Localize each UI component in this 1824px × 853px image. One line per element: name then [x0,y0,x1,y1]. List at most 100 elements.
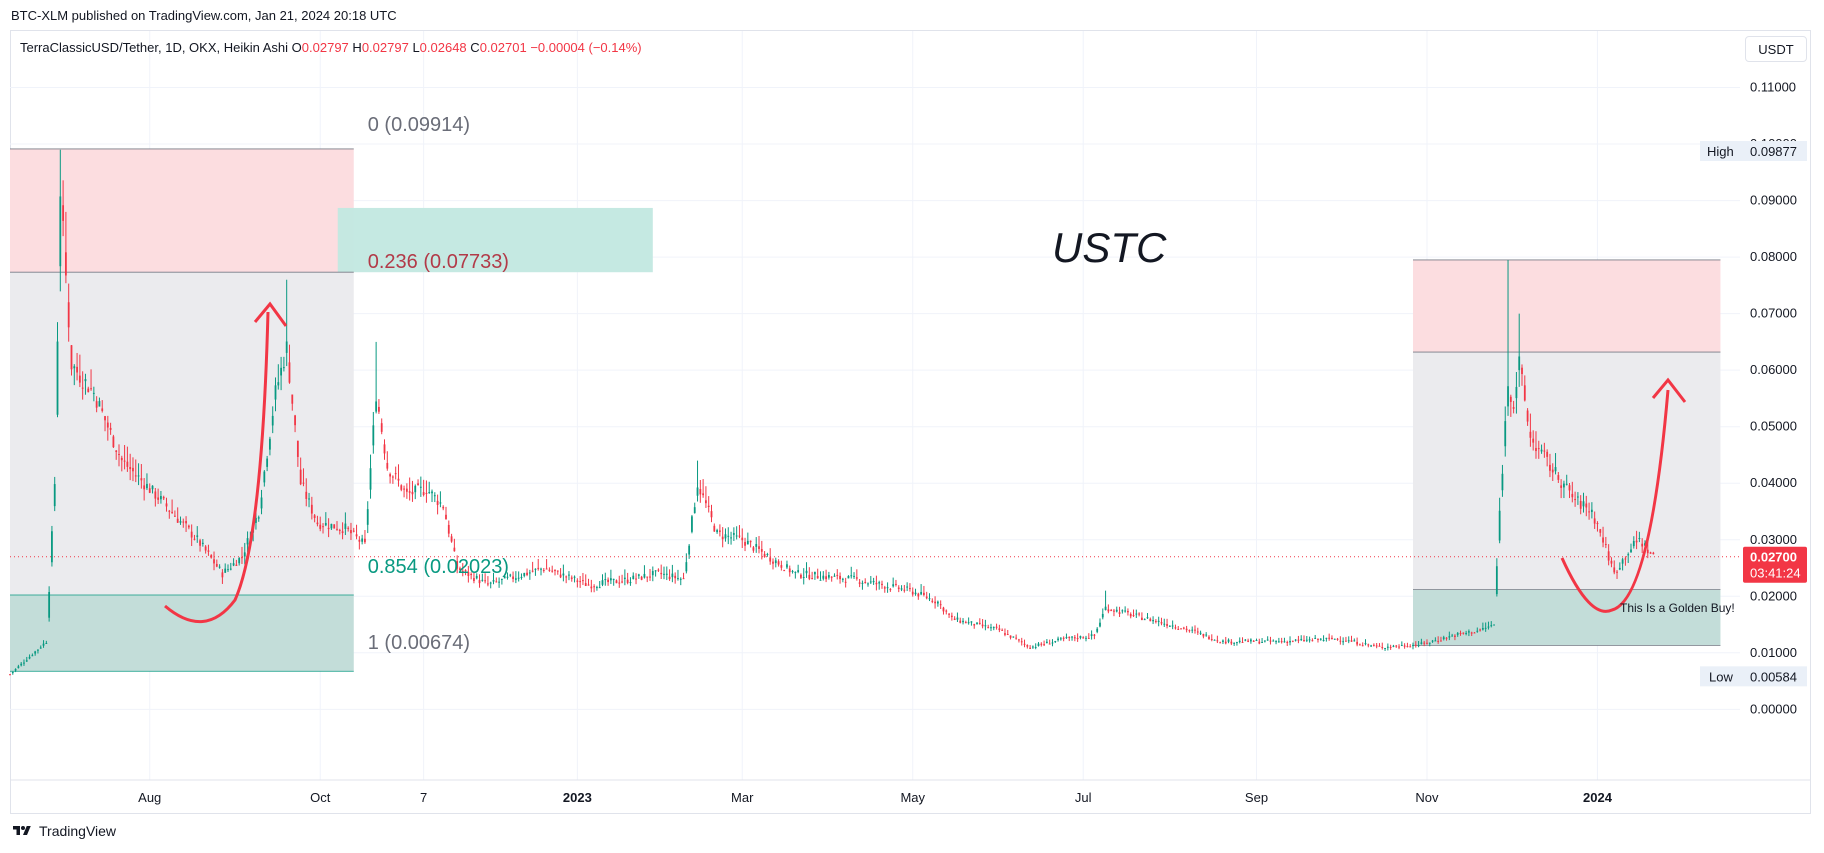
candle-body [786,564,788,568]
candle-body [34,651,37,654]
candle-body [895,583,897,585]
candle-body [1127,610,1129,613]
candle-body [1004,633,1006,635]
candle-body [1230,641,1233,644]
high-tag-label: High [1707,144,1734,159]
candle-body [1392,645,1395,647]
candle-body [1261,641,1263,643]
candle-body [1384,647,1386,649]
candle-body [1149,618,1152,622]
candle-body [473,578,475,582]
x-tick-label: May [900,790,925,805]
candle-body [878,582,881,584]
candle-body [1454,635,1456,637]
candle-body [1347,640,1350,642]
candle-body [1048,643,1051,645]
candle-body [1297,639,1300,641]
candle-body [1560,485,1563,488]
candle-body [1646,549,1649,554]
candle-body [967,622,970,624]
candle-body [1263,640,1266,642]
candle-body [836,574,839,576]
footer-brand[interactable]: TradingView [11,823,116,839]
candle-body [1322,640,1325,642]
candle-body [193,538,196,540]
y-tick-label: 0.03000 [1750,532,1797,547]
candle-body [1579,500,1582,509]
candle-body [266,458,269,467]
candle-body [162,496,165,499]
candle-body [397,478,400,481]
candle-body [1498,510,1501,541]
candle-body [931,600,934,602]
change-value: −0.00004 (−0.14%) [530,40,642,55]
candle-body [1093,634,1096,636]
candle-body [173,515,176,517]
candle-body [1423,642,1426,644]
candle-body [358,539,361,542]
candle-body [17,666,20,669]
candle-body [1345,640,1347,642]
candle-body [685,562,688,572]
candle-body [1311,640,1314,642]
candle-body [1465,632,1468,634]
high-tag-value: 0.09877 [1750,144,1797,159]
candle-body [408,491,411,493]
candle-body [548,569,551,571]
candle-body [1537,448,1540,450]
candle-body [1613,567,1616,573]
open-value: 0.02797 [301,40,349,55]
candle-body [1051,642,1054,644]
candle-body [945,610,948,612]
candle-body [227,569,229,571]
candle-body [1244,639,1247,641]
candle-body [766,553,769,555]
candle-body [1166,624,1168,626]
currency-button[interactable]: USDT [1745,36,1807,62]
candle-body [718,530,721,532]
candle-body [1607,551,1610,561]
candle-body [621,581,623,583]
candle-body [132,467,134,472]
candle-body [182,521,185,523]
candle-body [1507,386,1509,407]
candle-body [467,571,470,577]
candle-body [274,385,277,400]
candle-body [1437,640,1440,642]
candle-body [1082,637,1085,639]
fib-zone-grey-left [10,272,354,595]
candle-body [573,576,576,578]
candle-body [389,474,391,477]
candle-body [816,575,819,579]
candle-body [962,620,964,623]
candle-body [1026,645,1029,647]
candle-body [31,655,34,657]
candle-body [1610,560,1613,564]
candle-body [134,475,137,477]
candle-body [869,581,872,583]
candle-body [1400,645,1403,647]
candle-body [1342,641,1345,643]
candle-body [1034,646,1037,648]
candle-body [126,461,129,467]
candle-body [90,388,92,390]
candle-body [355,534,358,537]
candle-body [827,575,830,578]
candle-body [808,574,811,579]
candle-body [9,674,11,676]
candle-body [1182,627,1185,629]
x-tick-label: 2024 [1583,790,1613,805]
candle-body [1141,617,1143,621]
candle-body [660,572,663,575]
candle-body [769,557,772,562]
candle-body [822,575,825,579]
candle-body [1361,645,1364,647]
candle-body [1543,450,1546,452]
candle-body [1487,626,1490,628]
candle-body [1509,396,1512,402]
candle-body [1420,642,1423,644]
candle-body [677,578,679,580]
candle-body [1414,644,1417,646]
candle-body [570,577,573,579]
